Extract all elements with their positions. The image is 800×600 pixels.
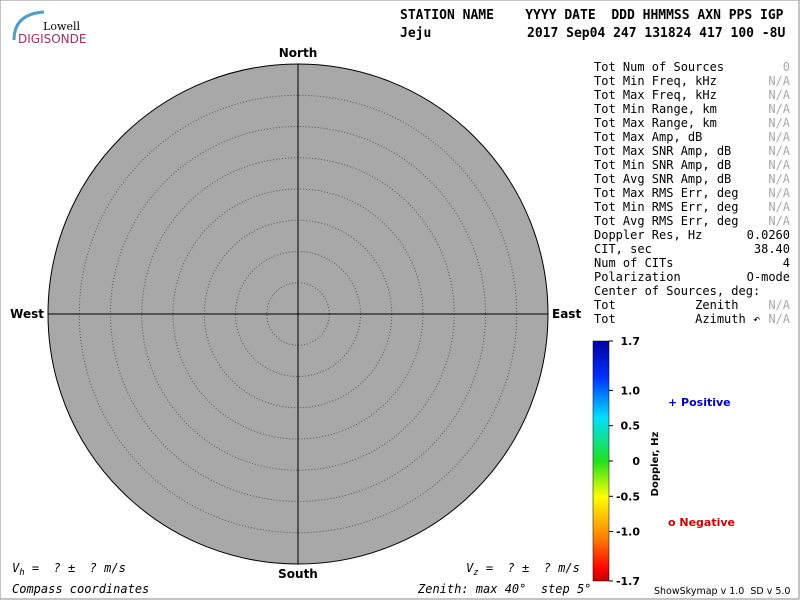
vz-rest: = ? ± ? m/s	[479, 561, 580, 575]
colorbar-ticks: 1.7 1.0 0.5 0 -0.5 -1.0 -1.7	[609, 335, 640, 588]
stat-value: N/A	[768, 158, 790, 172]
stat-label: Tot Num of Sources	[594, 60, 724, 74]
south: South	[278, 567, 318, 581]
vh-symbol: V	[12, 561, 20, 575]
stat-label: Center of Sources, deg:	[594, 284, 760, 298]
colorbar	[592, 340, 610, 582]
stat-value: 0.0260	[747, 228, 790, 242]
west: West	[10, 307, 44, 321]
stat-value: N/A	[768, 214, 790, 228]
stat-label: Tot Max Amp, dB	[594, 130, 702, 144]
stat-value: N/A	[768, 102, 790, 116]
zenith-label: Zenith: max 40° step 5°	[417, 582, 591, 596]
stat-value: N/A	[768, 144, 790, 158]
coords: Compass coordinates	[12, 582, 149, 596]
east: East	[552, 307, 581, 321]
legend-negative: o Negative	[668, 516, 735, 529]
stat-value: N/A	[768, 172, 790, 186]
colorbar-tick-label: 0	[632, 455, 640, 468]
logo-top: Lowell	[43, 20, 80, 33]
stat-value: 38.40	[754, 242, 790, 256]
stat-label: Tot Max SNR Amp, dB	[594, 144, 731, 158]
stat-value: N/A	[768, 312, 790, 326]
north: North	[279, 46, 317, 60]
colorbar-tick-label: -0.5	[616, 490, 640, 503]
stats: Tot Num of Sources 0 Tot Min Freq, kHz N/A T…	[594, 60, 791, 326]
stat-value: N/A	[768, 116, 790, 130]
stat-value: 4	[783, 256, 790, 270]
station: Jeju	[400, 26, 431, 41]
vh-sub: h	[19, 568, 24, 578]
stat-label: Polarization	[594, 270, 681, 284]
vz-symbol: V	[466, 561, 474, 575]
stat-label: Tot Min Freq, kHz	[594, 74, 717, 88]
stat-value: N/A	[768, 200, 790, 214]
colorbar-tick-label: 1.0	[621, 384, 641, 397]
colorbar-tick-label: 1.7	[621, 335, 641, 348]
stat-label: Num of CITs	[594, 256, 673, 270]
colorbar-tick-label: 0.5	[621, 420, 641, 433]
vh-rest: = ? ± ? m/s	[25, 561, 126, 575]
stat-label: Tot Min RMS Err, deg	[594, 200, 739, 214]
logo-arc	[12, 10, 45, 41]
stat-label: Tot Min SNR Amp, dB	[594, 158, 731, 172]
stat-value: N/A	[768, 298, 790, 312]
stat-value: O-mode	[747, 270, 790, 284]
stat-label: CIT, sec	[594, 242, 652, 256]
vz-sub: z	[473, 568, 478, 578]
header-columns: STATION NAME YYYY DATE DDD HHMMSS AXN PP…	[400, 8, 784, 23]
stat-label: Doppler Res, Hz	[594, 228, 702, 242]
stat-value: N/A	[768, 130, 790, 144]
colorbar-tick-label: -1.0	[616, 526, 640, 539]
stat-label: Tot Min Range, km	[594, 102, 717, 116]
version: ShowSkymap v 1.0 SD v 5.0	[654, 586, 790, 597]
stat-label: Tot Avg RMS Err, deg	[594, 214, 739, 228]
stat-label: Tot Max RMS Err, deg	[594, 186, 739, 200]
vz: Vz = ? ± ? m/s	[466, 561, 580, 578]
vh: Vh = ? ± ? m/s	[12, 561, 126, 578]
legend-positive: + Positive	[668, 396, 731, 409]
stat-value: N/A	[768, 88, 790, 102]
stat-label: Tot Max Range, km	[594, 116, 717, 130]
stat-value: 0	[783, 60, 790, 74]
colorbar-label: Doppler, Hz	[650, 432, 661, 497]
stat-label: Tot Avg SNR Amp, dB	[594, 172, 731, 186]
colorbar-tick-label: -1.7	[616, 575, 640, 588]
plot	[47, 63, 549, 565]
stat-value: N/A	[768, 186, 790, 200]
stat-label: Tot Azimuth ↶	[594, 312, 760, 326]
logo-bottom: DIGISONDE	[18, 32, 86, 46]
record: 2017 Sep04 247 131824 417 100 -8U	[527, 26, 785, 41]
stat-value: N/A	[768, 74, 790, 88]
stat-label: Tot Zenith	[594, 298, 739, 312]
stat-label: Tot Max Freq, kHz	[594, 88, 717, 102]
